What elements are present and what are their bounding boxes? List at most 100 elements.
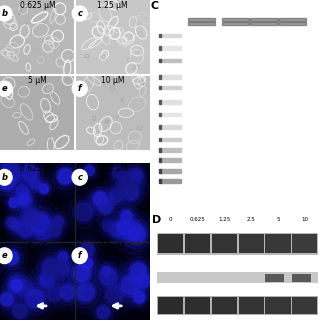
Bar [159,86,161,89]
Circle shape [46,208,71,235]
Text: b: b [2,173,7,182]
Circle shape [25,206,57,240]
Circle shape [33,178,55,200]
Circle shape [67,258,96,288]
Bar [157,233,318,254]
Bar [161,179,181,183]
Circle shape [119,274,141,297]
Circle shape [30,263,64,298]
Circle shape [123,222,140,240]
Circle shape [129,266,158,296]
Circle shape [95,213,120,238]
Circle shape [47,285,62,301]
Circle shape [3,162,19,179]
Bar [161,75,181,79]
Bar [292,235,317,253]
Circle shape [17,186,28,197]
Bar [222,22,249,25]
Circle shape [77,284,94,301]
Circle shape [22,170,48,197]
Text: 5: 5 [276,217,280,221]
Bar [251,22,278,25]
Circle shape [40,273,54,287]
Circle shape [37,219,52,234]
Circle shape [35,268,59,293]
Circle shape [52,245,74,268]
Circle shape [127,223,148,245]
Bar [161,100,181,104]
Circle shape [36,246,79,292]
Bar [159,158,161,162]
Circle shape [97,197,115,216]
Bar [222,18,249,21]
Circle shape [138,275,149,287]
Circle shape [119,251,158,291]
Text: 1.25: 1.25 [257,2,271,7]
Circle shape [118,178,135,195]
Text: 5 μM: 5 μM [28,76,47,85]
Circle shape [10,196,51,239]
Circle shape [84,259,92,268]
Circle shape [34,223,53,242]
Circle shape [42,252,73,285]
Circle shape [58,262,68,273]
Circle shape [31,247,69,287]
Circle shape [36,225,51,240]
Circle shape [93,194,107,207]
Circle shape [16,158,44,187]
Circle shape [7,276,26,295]
Circle shape [89,297,118,320]
Circle shape [111,165,124,180]
Circle shape [5,251,18,265]
Circle shape [40,215,69,246]
Circle shape [78,159,100,182]
Text: 2.5: 2.5 [247,217,256,221]
Circle shape [39,220,50,232]
Circle shape [9,198,18,207]
Circle shape [92,190,108,207]
Circle shape [6,195,21,211]
Circle shape [132,290,146,304]
Bar [0,0,75,75]
Circle shape [36,181,52,197]
Circle shape [53,216,64,227]
Circle shape [129,168,143,182]
Circle shape [100,269,116,285]
Circle shape [113,167,123,178]
Circle shape [55,279,81,305]
Bar [159,34,161,37]
Circle shape [22,165,37,181]
Circle shape [8,177,36,206]
Circle shape [117,213,157,255]
Text: b: b [2,9,7,18]
Circle shape [91,191,109,210]
Bar [161,86,181,89]
Circle shape [72,248,87,264]
Circle shape [111,171,142,202]
Circle shape [71,277,100,308]
Circle shape [45,283,64,303]
Bar [158,235,183,253]
Circle shape [74,265,90,282]
Circle shape [0,288,18,311]
Text: 0: 0 [169,217,172,221]
Circle shape [134,292,145,303]
Bar [161,169,181,172]
Circle shape [44,220,65,242]
Bar [188,22,215,25]
Circle shape [46,257,69,281]
Circle shape [81,162,98,179]
Circle shape [38,183,50,195]
Circle shape [3,293,37,320]
Bar [239,235,264,253]
Text: 1.25 μM: 1.25 μM [98,1,128,10]
Circle shape [0,241,28,275]
Circle shape [0,284,22,315]
Text: 1.25 μM: 1.25 μM [98,164,128,173]
Circle shape [136,273,151,289]
Circle shape [109,208,154,254]
Bar [279,18,307,21]
Bar [159,138,161,141]
Circle shape [6,272,28,295]
Circle shape [82,257,94,269]
